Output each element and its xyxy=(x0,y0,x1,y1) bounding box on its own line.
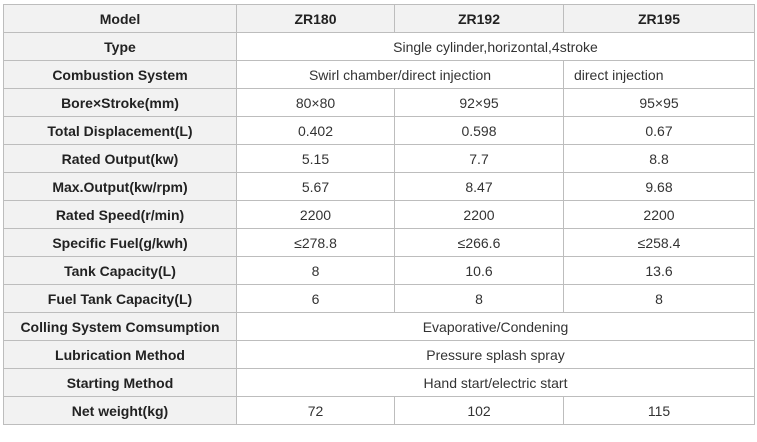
table-row-displacement: Total Displacement(L) 0.402 0.598 0.67 xyxy=(3,116,755,145)
combustion-value-zr195: direct injection xyxy=(563,60,755,89)
cell-zr192: 8 xyxy=(394,284,564,313)
cell-zr180: 8 xyxy=(236,256,395,285)
table-row-fuel-tank-capacity: Fuel Tank Capacity(L) 6 8 8 xyxy=(3,284,755,313)
starting-value: Hand start/electric start xyxy=(236,368,755,397)
table-row-rated-speed: Rated Speed(r/min) 2200 2200 2200 xyxy=(3,200,755,229)
row-label: Specific Fuel(g/kwh) xyxy=(3,228,237,257)
table-row-combustion: Combustion System Swirl chamber/direct i… xyxy=(3,60,755,89)
header-model-zr192: ZR192 xyxy=(394,4,564,33)
row-label: Starting Method xyxy=(3,368,237,397)
table-row-specific-fuel: Specific Fuel(g/kwh) ≤278.8 ≤266.6 ≤258.… xyxy=(3,228,755,257)
cell-zr195: 95×95 xyxy=(563,88,755,117)
header-model-zr180: ZR180 xyxy=(236,4,395,33)
table-row-lubrication: Lubrication Method Pressure splash spray xyxy=(3,340,755,369)
table-header-row: Model ZR180 ZR192 ZR195 xyxy=(3,4,755,33)
cell-zr192: 7.7 xyxy=(394,144,564,173)
cell-zr195: 115 xyxy=(563,396,755,425)
header-model-zr195: ZR195 xyxy=(563,4,755,33)
lubrication-value: Pressure splash spray xyxy=(236,340,755,369)
cell-zr195: ≤258.4 xyxy=(563,228,755,257)
table-row-starting-method: Starting Method Hand start/electric star… xyxy=(3,368,755,397)
cell-zr192: 102 xyxy=(394,396,564,425)
cell-zr180: 5.15 xyxy=(236,144,395,173)
row-label: Bore×Stroke(mm) xyxy=(3,88,237,117)
row-label: Type xyxy=(3,32,237,61)
row-label: Max.Output(kw/rpm) xyxy=(3,172,237,201)
row-label: Net weight(kg) xyxy=(3,396,237,425)
table-row-type: Type Single cylinder,horizontal,4stroke xyxy=(3,32,755,61)
cell-zr192: 8.47 xyxy=(394,172,564,201)
row-label: Combustion System xyxy=(3,60,237,89)
cell-zr192: ≤266.6 xyxy=(394,228,564,257)
row-label: Colling System Comsumption xyxy=(3,312,237,341)
cell-zr195: 8 xyxy=(563,284,755,313)
row-label: Rated Output(kw) xyxy=(3,144,237,173)
engine-spec-table: Model ZR180 ZR192 ZR195 Type Single cyli… xyxy=(3,4,755,425)
cell-zr192: 10.6 xyxy=(394,256,564,285)
cell-zr192: 92×95 xyxy=(394,88,564,117)
cell-zr180: ≤278.8 xyxy=(236,228,395,257)
cell-zr180: 0.402 xyxy=(236,116,395,145)
row-label: Rated Speed(r/min) xyxy=(3,200,237,229)
row-label: Total Displacement(L) xyxy=(3,116,237,145)
cell-zr195: 0.67 xyxy=(563,116,755,145)
cell-zr180: 5.67 xyxy=(236,172,395,201)
cell-zr195: 2200 xyxy=(563,200,755,229)
row-label: Tank Capacity(L) xyxy=(3,256,237,285)
table-row-rated-output: Rated Output(kw) 5.15 7.7 8.8 xyxy=(3,144,755,173)
table-row-max-output: Max.Output(kw/rpm) 5.67 8.47 9.68 xyxy=(3,172,755,201)
table-row-net-weight: Net weight(kg) 72 102 115 xyxy=(3,396,755,425)
type-value: Single cylinder,horizontal,4stroke xyxy=(236,32,755,61)
cell-zr195: 9.68 xyxy=(563,172,755,201)
table-row-cooling-system: Colling System Comsumption Evaporative/C… xyxy=(3,312,755,341)
cell-zr180: 2200 xyxy=(236,200,395,229)
cell-zr180: 80×80 xyxy=(236,88,395,117)
header-model-label: Model xyxy=(3,4,237,33)
cell-zr195: 13.6 xyxy=(563,256,755,285)
cooling-value: Evaporative/Condening xyxy=(236,312,755,341)
row-label: Lubrication Method xyxy=(3,340,237,369)
combustion-value-zr180-zr192: Swirl chamber/direct injection xyxy=(236,60,564,89)
table-row-bore-stroke: Bore×Stroke(mm) 80×80 92×95 95×95 xyxy=(3,88,755,117)
cell-zr195: 8.8 xyxy=(563,144,755,173)
row-label: Fuel Tank Capacity(L) xyxy=(3,284,237,313)
cell-zr180: 6 xyxy=(236,284,395,313)
cell-zr180: 72 xyxy=(236,396,395,425)
cell-zr192: 2200 xyxy=(394,200,564,229)
cell-zr192: 0.598 xyxy=(394,116,564,145)
table-row-tank-capacity: Tank Capacity(L) 8 10.6 13.6 xyxy=(3,256,755,285)
